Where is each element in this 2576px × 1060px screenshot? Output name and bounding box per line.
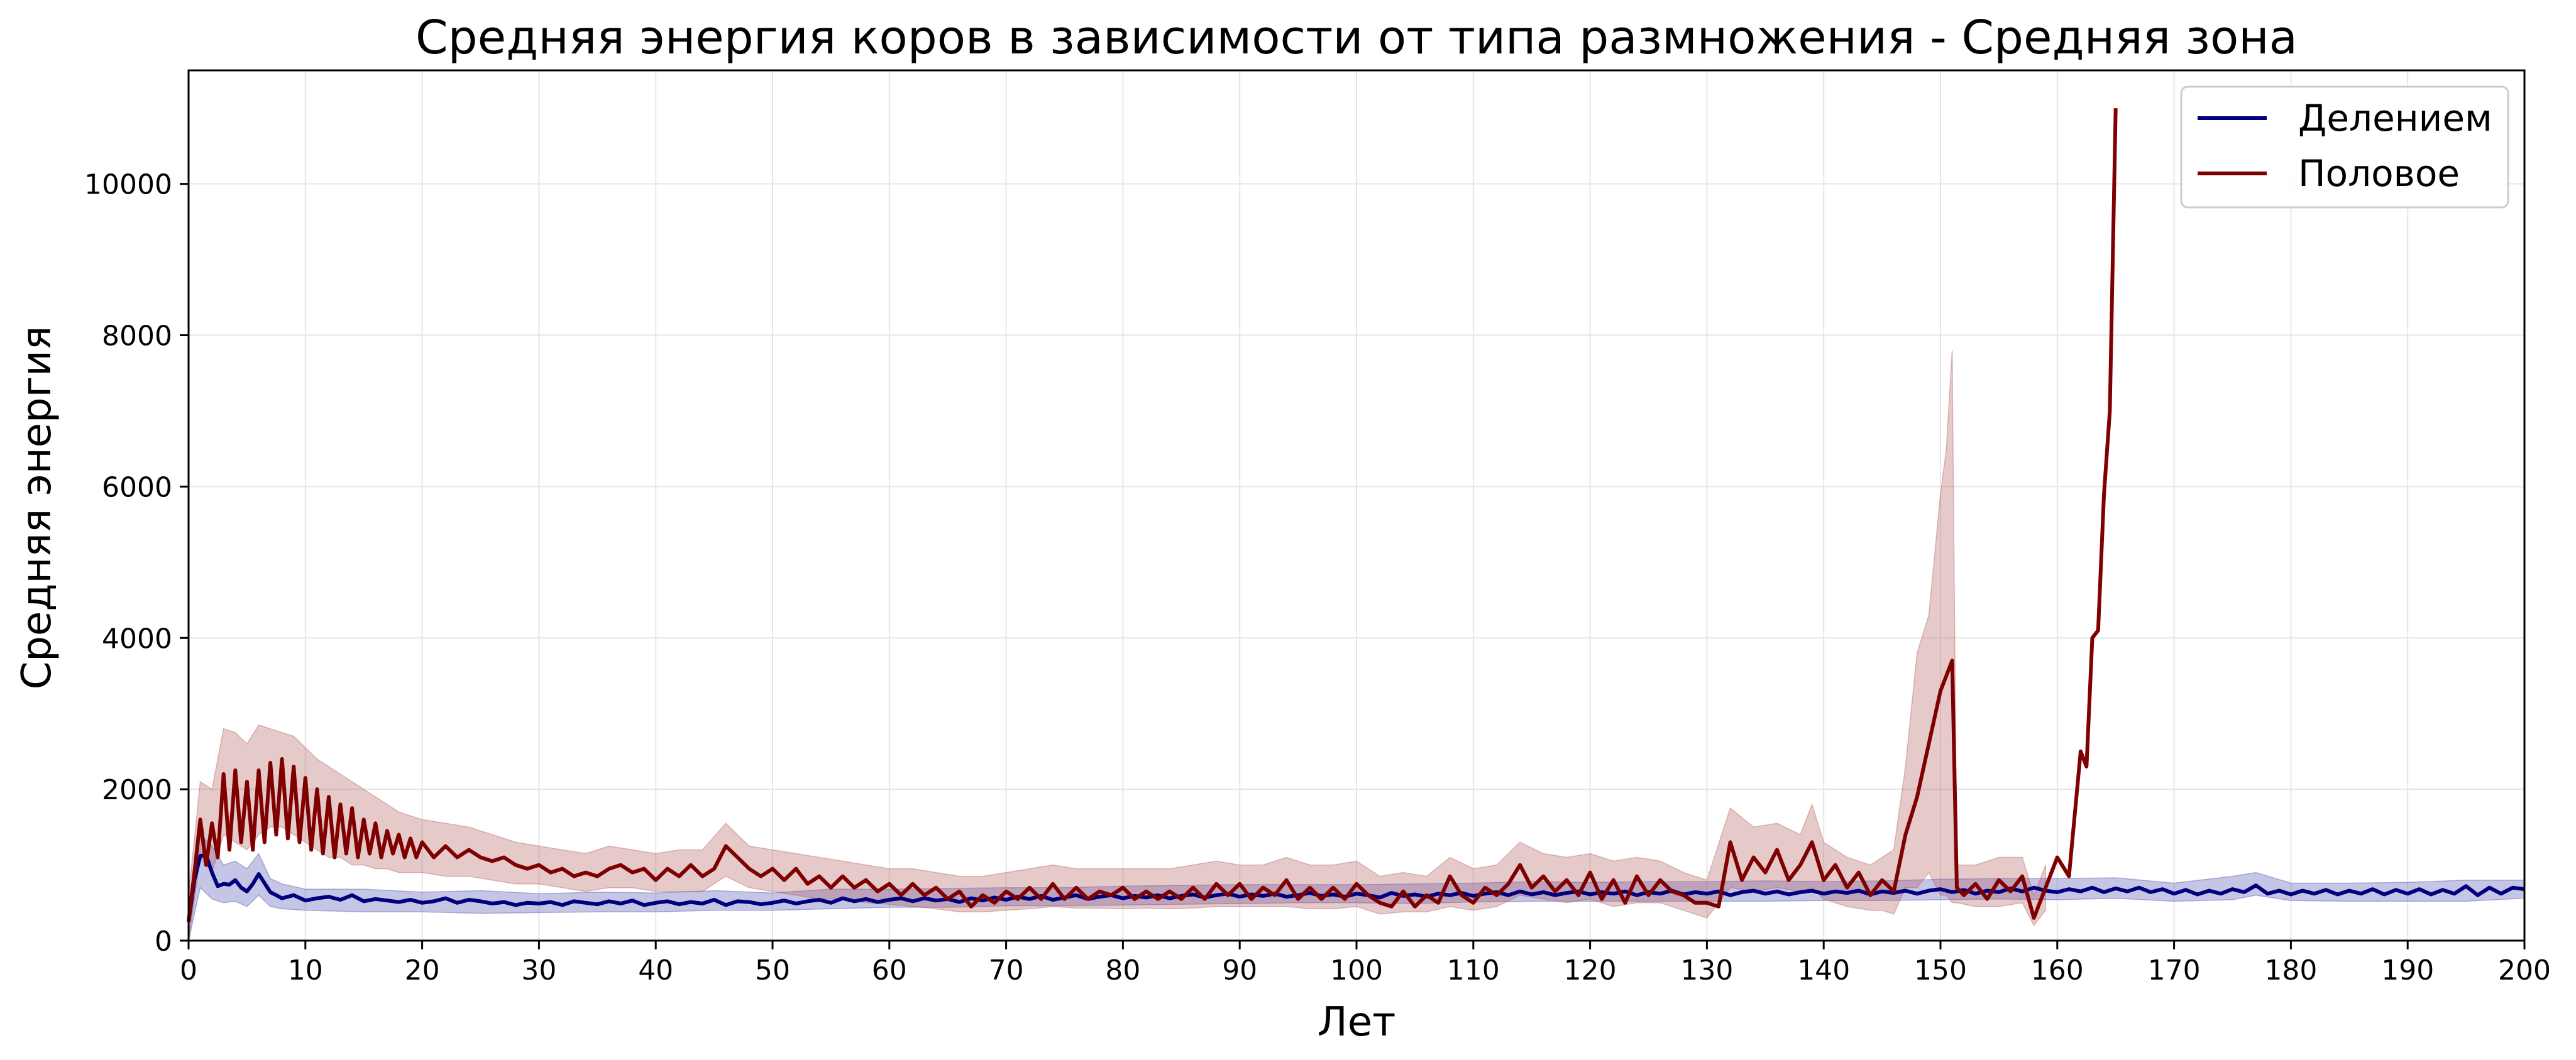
y-tick-label: 0 [155, 926, 172, 958]
x-tick-label: 10 [288, 954, 323, 986]
x-tick-label: 160 [2031, 954, 2084, 986]
y-tick-label: 4000 [102, 623, 172, 655]
x-tick-label: 90 [1222, 954, 1257, 986]
series-band-sexual [188, 350, 2046, 941]
y-tick-label: 8000 [102, 320, 172, 352]
x-tick-label: 170 [2148, 954, 2201, 986]
chart-title: Средняя энергия коров в зависимости от т… [416, 11, 2298, 65]
x-tick-label: 70 [989, 954, 1024, 986]
x-tick-label: 200 [2498, 954, 2551, 986]
x-tick-label: 100 [1330, 954, 1383, 986]
x-tick-label: 150 [1914, 954, 1967, 986]
series-line-sexual [187, 108, 2118, 922]
x-tick-label: 120 [1564, 954, 1617, 986]
axes [180, 69, 2526, 949]
x-tick-label: 130 [1680, 954, 1733, 986]
series-line-division [187, 853, 2525, 922]
x-tick-label: 0 [180, 954, 197, 986]
y-tick-label: 2000 [102, 774, 172, 806]
legend: Делением Половое [2180, 85, 2509, 209]
y-tick-label: 10000 [84, 169, 172, 201]
x-tick-label: 110 [1447, 954, 1500, 986]
x-tick-label: 50 [755, 954, 790, 986]
x-tick-label: 40 [638, 954, 673, 986]
x-tick-label: 20 [405, 954, 440, 986]
tick-labels: 0 10 20 30 40 50 60 70 80 90 100 110 120 130 140 150 160… [84, 169, 2551, 986]
x-tick-label: 140 [1797, 954, 1850, 986]
series-lines [187, 108, 2525, 922]
x-tick-label: 190 [2381, 954, 2434, 986]
legend-label-division: Делением [2298, 97, 2492, 139]
grid [188, 70, 2525, 941]
x-tick-label: 80 [1105, 954, 1140, 986]
legend-label-sexual: Половое [2298, 152, 2460, 195]
y-tick-label: 6000 [102, 471, 172, 503]
y-axis-title: Средняя энергия [14, 326, 60, 690]
x-axis-title: Лет [1318, 999, 1396, 1046]
x-tick-label: 180 [2264, 954, 2317, 986]
x-tick-label: 60 [872, 954, 907, 986]
x-tick-label: 30 [521, 954, 556, 986]
